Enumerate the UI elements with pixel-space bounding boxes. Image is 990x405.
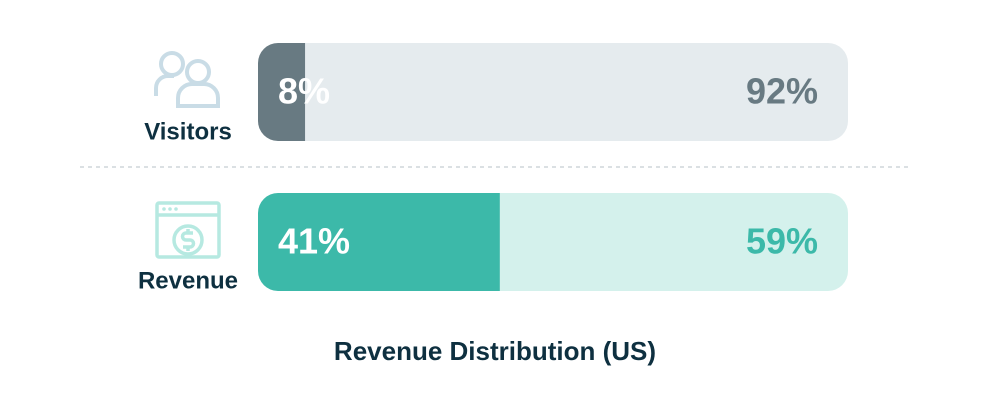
category-label: Visitors <box>144 118 232 145</box>
bar-segment <box>305 43 848 141</box>
segment-label: 8% <box>278 71 330 112</box>
bar-row <box>258 43 848 141</box>
category-label: Revenue <box>138 267 238 294</box>
bar-segment <box>258 43 306 141</box>
segment-label: 59% <box>746 221 818 262</box>
chart-title: Revenue Distribution (US) <box>334 336 656 366</box>
bar-segment <box>499 193 848 291</box>
revenue-icon <box>155 201 221 259</box>
visitors-icon <box>154 51 220 108</box>
segment-label: 92% <box>746 71 818 112</box>
segment-label: 41% <box>278 221 350 262</box>
revenue-icon-dots <box>162 207 178 211</box>
bar-segment <box>258 193 500 291</box>
bar-row <box>258 193 848 291</box>
